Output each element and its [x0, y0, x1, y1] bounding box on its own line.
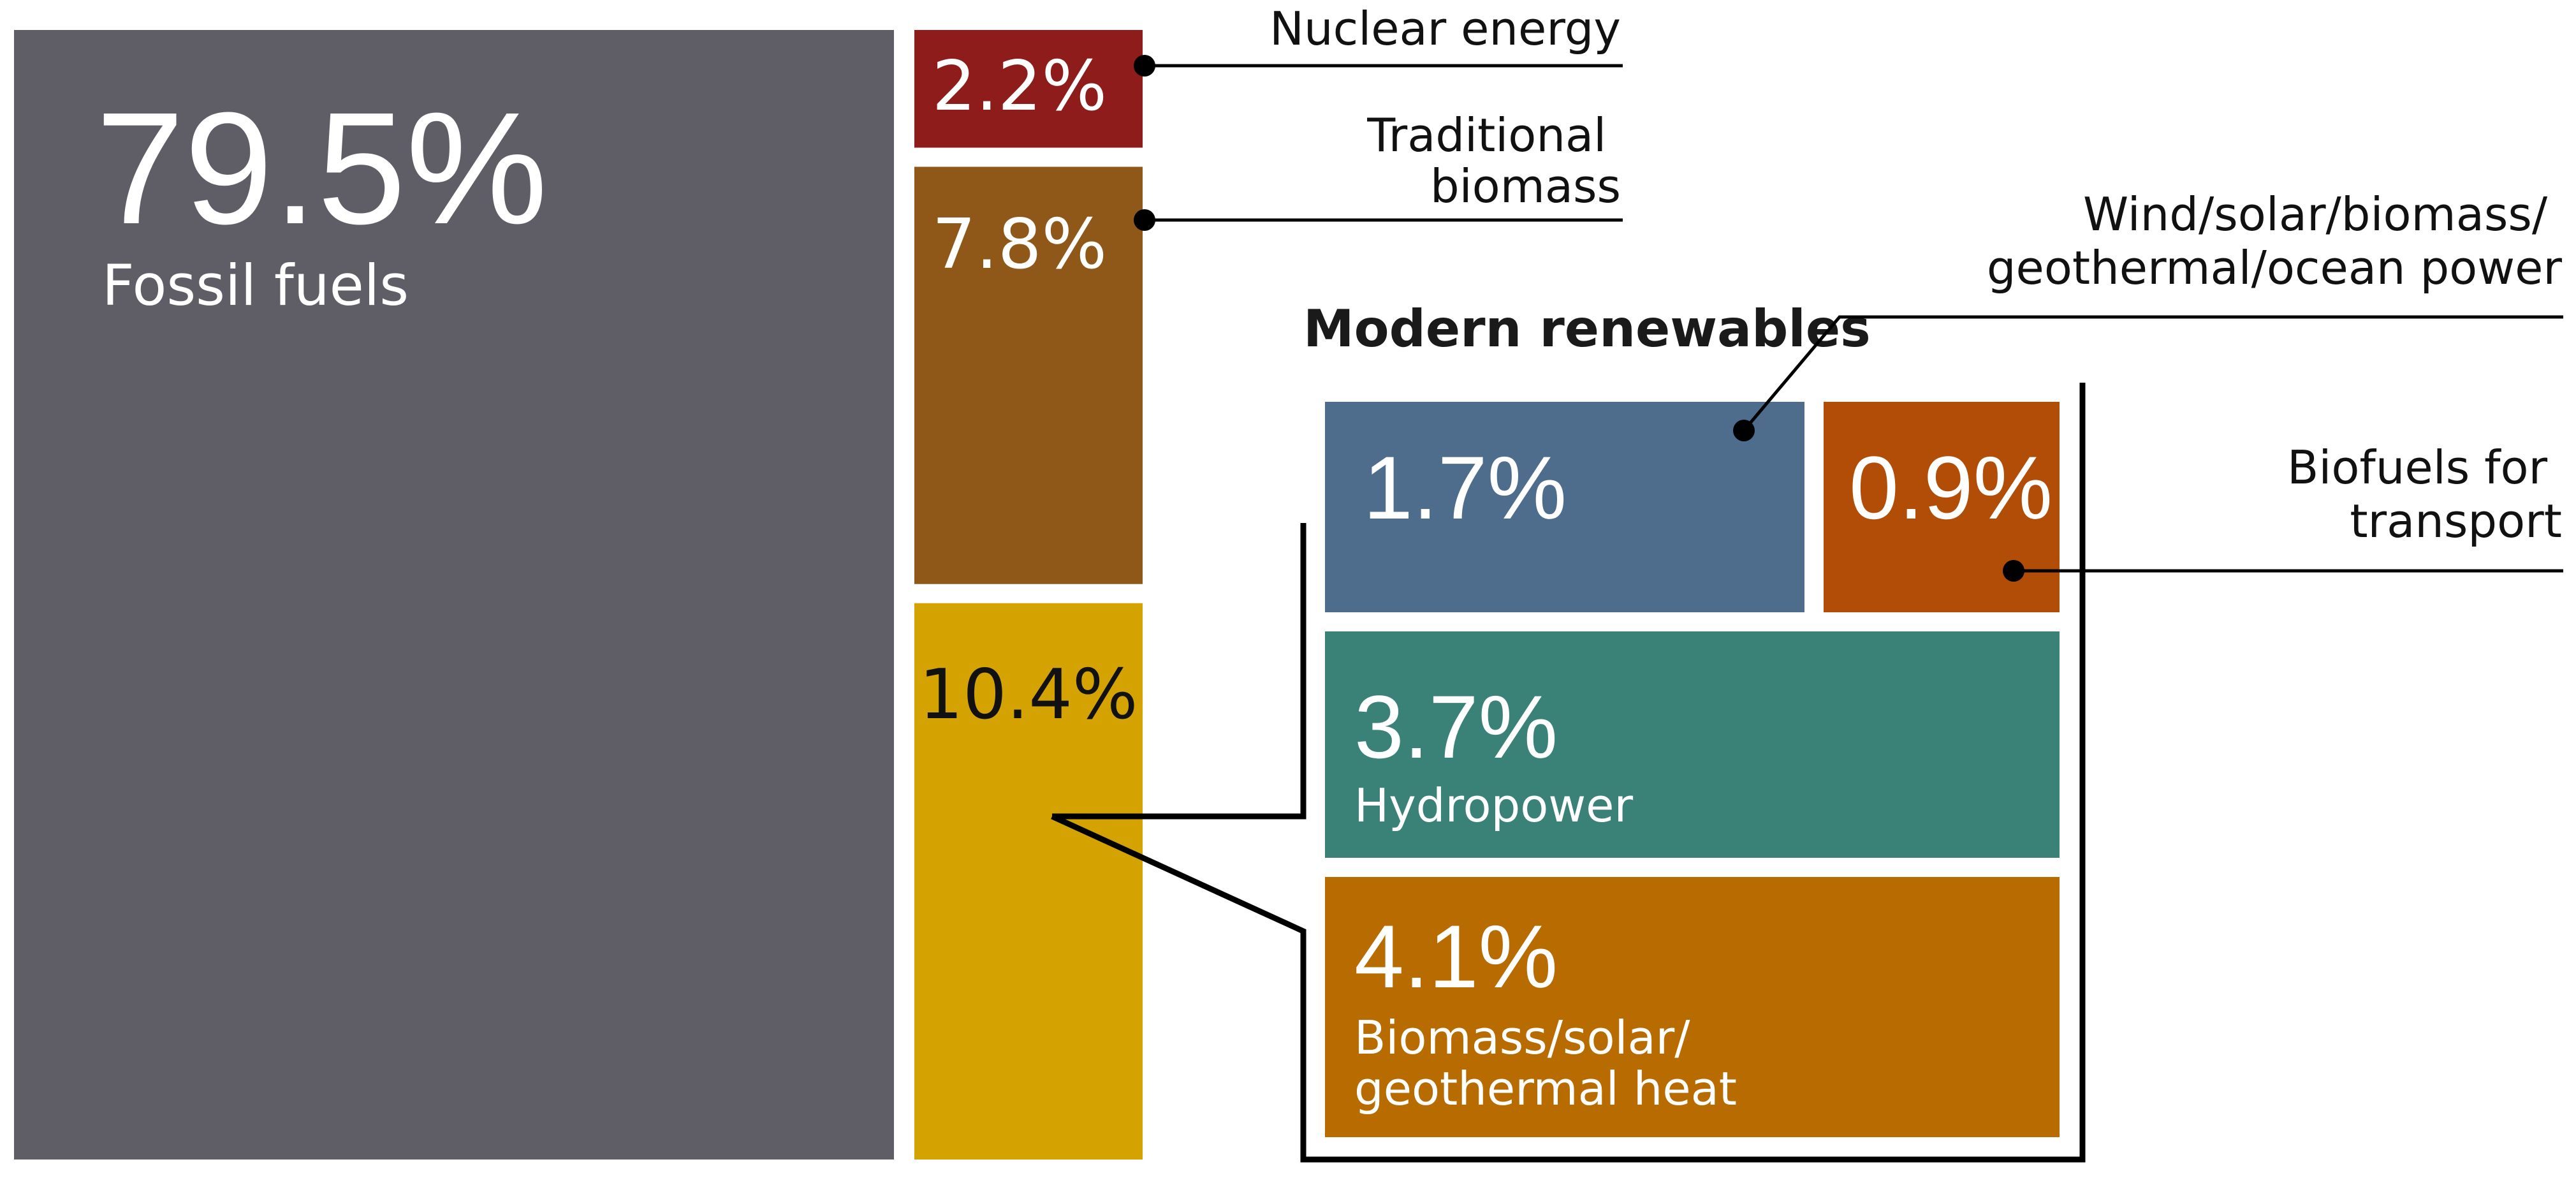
leader-dot-biofuels — [2003, 560, 2024, 582]
label-heat: Biomass/solar/ geothermal heat — [1354, 1011, 1737, 1115]
zoom-connector-upper — [1052, 523, 1306, 820]
callout-label-wind-solar: Wind/solar/biomass/ geothermal/ocean pow… — [1987, 188, 2563, 295]
value-number-fossil-fuels: 79.5% — [96, 79, 548, 257]
bar-modern-renewables — [914, 603, 1143, 1160]
zoom-connector-lower — [1051, 383, 2086, 1163]
value-label-traditional-biomass: 7.8% — [932, 205, 1107, 284]
callout-label-biofuels: Biofuels for transport — [2287, 441, 2562, 548]
box-hydropower — [1325, 631, 2060, 858]
leader-dot-nuclear — [1134, 55, 1155, 77]
callout-label-traditional-biomass: Traditional biomass — [1366, 108, 1621, 213]
value-label-fossil-fuels: 79.5% — [96, 79, 548, 257]
leader-dot-wind-solar — [1733, 420, 1755, 441]
value-label-hydropower: 3.7% — [1354, 677, 1558, 777]
label-hydropower: Hydropower — [1354, 779, 1633, 832]
box-biomass-solar-geothermal-heat — [1325, 877, 2060, 1137]
value-label-heat: 4.1% — [1354, 906, 1558, 1006]
value-label-modern-renewables: 10.4% — [919, 655, 1138, 735]
bar-nuclear-energy — [914, 30, 1143, 148]
value-label-wind-solar: 1.7% — [1363, 438, 1567, 538]
box-wind-solar-biomass-geothermal-ocean — [1325, 402, 1804, 612]
leader-dot-traditional — [1134, 209, 1155, 231]
label-fossil-fuels: Fossil fuels — [102, 253, 409, 318]
bar-fossil-fuels — [14, 30, 894, 1160]
callout-label-nuclear-energy: Nuclear energy — [1270, 2, 1621, 55]
bar-traditional-biomass — [914, 166, 1143, 584]
modern-renewables-title: Modern renewables — [1303, 299, 1871, 358]
leader-line-wind-solar — [1743, 315, 2563, 432]
value-label-nuclear-energy: 2.2% — [932, 47, 1107, 126]
value-label-biofuels: 0.9% — [1849, 438, 2053, 538]
